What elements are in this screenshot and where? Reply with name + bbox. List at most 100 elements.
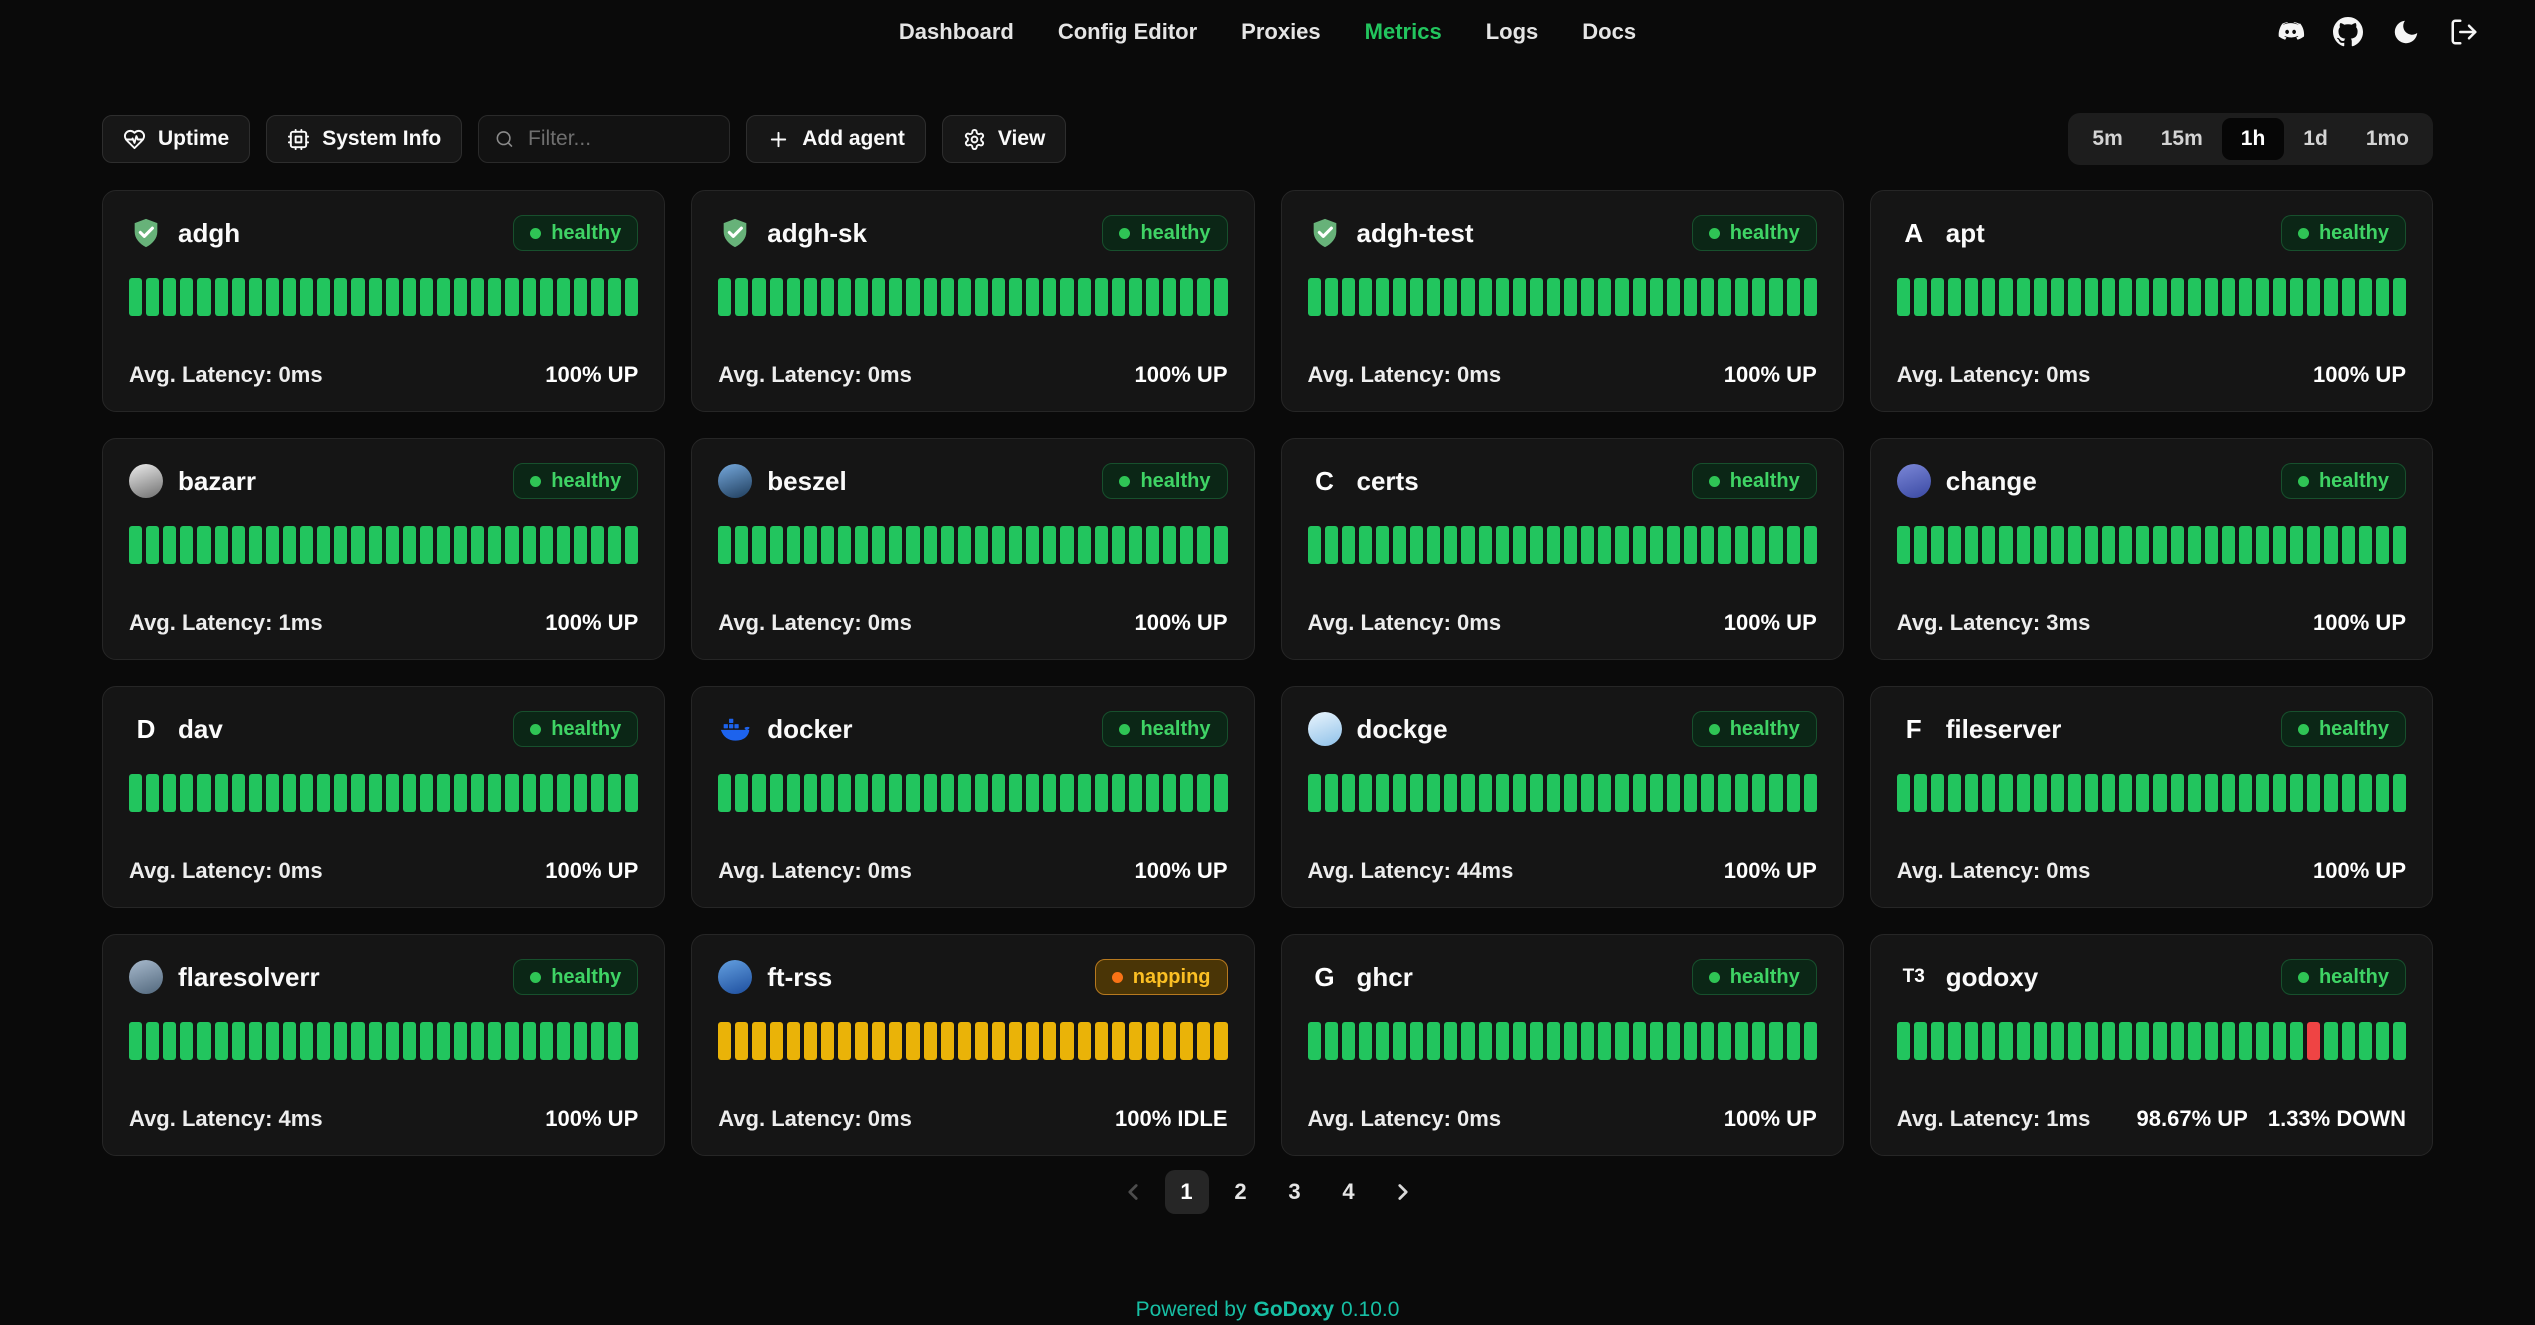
uptime-bar-up[interactable]: [419, 526, 433, 564]
uptime-bar-up[interactable]: [2102, 526, 2116, 564]
uptime-bar-up[interactable]: [2290, 1022, 2304, 1060]
uptime-bar-up[interactable]: [1495, 278, 1509, 316]
uptime-bar-idle[interactable]: [940, 1022, 954, 1060]
uptime-bar-up[interactable]: [855, 774, 869, 812]
uptime-bar-up[interactable]: [2204, 774, 2218, 812]
uptime-bar-up[interactable]: [957, 774, 971, 812]
uptime-bar-up[interactable]: [2221, 774, 2235, 812]
uptime-bar-up[interactable]: [1930, 774, 1945, 812]
uptime-bar-up[interactable]: [2358, 774, 2372, 812]
uptime-bar-up[interactable]: [1393, 278, 1407, 316]
uptime-bar-up[interactable]: [1094, 526, 1108, 564]
uptime-bar-up[interactable]: [522, 526, 536, 564]
uptime-bar-up[interactable]: [1718, 278, 1732, 316]
uptime-bar-up[interactable]: [940, 774, 954, 812]
uptime-bar-up[interactable]: [786, 278, 800, 316]
uptime-bar-up[interactable]: [855, 278, 869, 316]
uptime-bar-up[interactable]: [2016, 774, 2030, 812]
uptime-bar-up[interactable]: [1094, 278, 1108, 316]
uptime-bar-up[interactable]: [436, 774, 451, 812]
uptime-bar-up[interactable]: [2221, 526, 2235, 564]
uptime-bar-up[interactable]: [2290, 526, 2304, 564]
uptime-bar-up[interactable]: [265, 774, 279, 812]
uptime-bar-idle[interactable]: [906, 1022, 920, 1060]
uptime-bar-up[interactable]: [786, 526, 800, 564]
uptime-bar-idle[interactable]: [1163, 1022, 1177, 1060]
uptime-bar-up[interactable]: [197, 774, 211, 812]
uptime-bar-up[interactable]: [231, 1022, 245, 1060]
uptime-bar-up[interactable]: [129, 526, 143, 564]
uptime-bar-up[interactable]: [2290, 774, 2304, 812]
uptime-bar-up[interactable]: [2392, 774, 2407, 812]
uptime-bar-up[interactable]: [2136, 278, 2150, 316]
uptime-bar-up[interactable]: [1410, 774, 1424, 812]
uptime-bar-up[interactable]: [2050, 774, 2064, 812]
uptime-bar-up[interactable]: [214, 774, 228, 812]
uptime-bar-up[interactable]: [1427, 526, 1441, 564]
uptime-bar-up[interactable]: [1913, 1022, 1927, 1060]
uptime-bar-up[interactable]: [752, 278, 766, 316]
uptime-bar-up[interactable]: [265, 526, 279, 564]
uptime-bar-up[interactable]: [1324, 526, 1338, 564]
godoxy-link[interactable]: GoDoxy: [1253, 1298, 1335, 1321]
uptime-bar-up[interactable]: [317, 278, 331, 316]
uptime-bar-up[interactable]: [1786, 278, 1800, 316]
uptime-bar-up[interactable]: [214, 278, 228, 316]
uptime-bar-up[interactable]: [1495, 526, 1509, 564]
page-button-2[interactable]: 2: [1219, 1170, 1263, 1214]
uptime-bar-up[interactable]: [2392, 1022, 2407, 1060]
uptime-bar-up[interactable]: [2221, 278, 2235, 316]
uptime-bar-up[interactable]: [1307, 278, 1321, 316]
uptime-bar-up[interactable]: [1666, 774, 1680, 812]
uptime-bar-up[interactable]: [129, 278, 143, 316]
uptime-bar-up[interactable]: [231, 774, 245, 812]
uptime-bar-up[interactable]: [573, 278, 587, 316]
time-range-15m[interactable]: 15m: [2142, 118, 2222, 160]
uptime-bar-up[interactable]: [573, 774, 587, 812]
uptime-bar-up[interactable]: [1214, 278, 1228, 316]
uptime-bar-up[interactable]: [471, 526, 485, 564]
uptime-bar-up[interactable]: [1752, 526, 1766, 564]
uptime-bar-up[interactable]: [1009, 526, 1023, 564]
uptime-bar-up[interactable]: [1197, 526, 1211, 564]
uptime-bar-idle[interactable]: [820, 1022, 835, 1060]
uptime-bar-up[interactable]: [718, 278, 732, 316]
uptime-bar-up[interactable]: [1180, 278, 1194, 316]
uptime-bar-up[interactable]: [1077, 774, 1091, 812]
uptime-bar-up[interactable]: [146, 1022, 160, 1060]
uptime-bar-up[interactable]: [385, 1022, 399, 1060]
uptime-bar-up[interactable]: [1461, 526, 1475, 564]
uptime-bar-up[interactable]: [231, 278, 245, 316]
page-button-1[interactable]: 1: [1164, 1170, 1209, 1214]
uptime-bar-up[interactable]: [1965, 1022, 1979, 1060]
uptime-bar-up[interactable]: [1393, 1022, 1407, 1060]
uptime-bar-up[interactable]: [1495, 1022, 1509, 1060]
uptime-bar-up[interactable]: [436, 526, 451, 564]
uptime-bar-up[interactable]: [146, 526, 160, 564]
uptime-bar-up[interactable]: [872, 278, 886, 316]
uptime-bar-up[interactable]: [735, 526, 749, 564]
uptime-bar-up[interactable]: [1145, 278, 1160, 316]
uptime-bar-up[interactable]: [1999, 278, 2013, 316]
uptime-bar-idle[interactable]: [1145, 1022, 1160, 1060]
uptime-bar-up[interactable]: [2375, 278, 2389, 316]
uptime-bar-up[interactable]: [505, 774, 519, 812]
uptime-bar-up[interactable]: [2102, 774, 2116, 812]
uptime-bar-up[interactable]: [2153, 278, 2167, 316]
uptime-bar-up[interactable]: [752, 526, 766, 564]
uptime-bar-up[interactable]: [2256, 1022, 2270, 1060]
uptime-bar-up[interactable]: [1026, 278, 1040, 316]
uptime-bar-up[interactable]: [718, 526, 732, 564]
uptime-bar-up[interactable]: [1444, 278, 1458, 316]
uptime-bar-up[interactable]: [2324, 774, 2338, 812]
uptime-bar-up[interactable]: [1444, 1022, 1458, 1060]
uptime-bar-up[interactable]: [1444, 526, 1458, 564]
uptime-bar-up[interactable]: [1547, 526, 1561, 564]
uptime-bar-up[interactable]: [889, 278, 903, 316]
uptime-bar-up[interactable]: [1128, 278, 1142, 316]
logout-icon[interactable]: [2449, 17, 2479, 47]
uptime-bar-up[interactable]: [2067, 1022, 2081, 1060]
uptime-bar-up[interactable]: [265, 278, 279, 316]
uptime-bar-up[interactable]: [923, 278, 937, 316]
time-range-5m[interactable]: 5m: [2073, 118, 2141, 160]
